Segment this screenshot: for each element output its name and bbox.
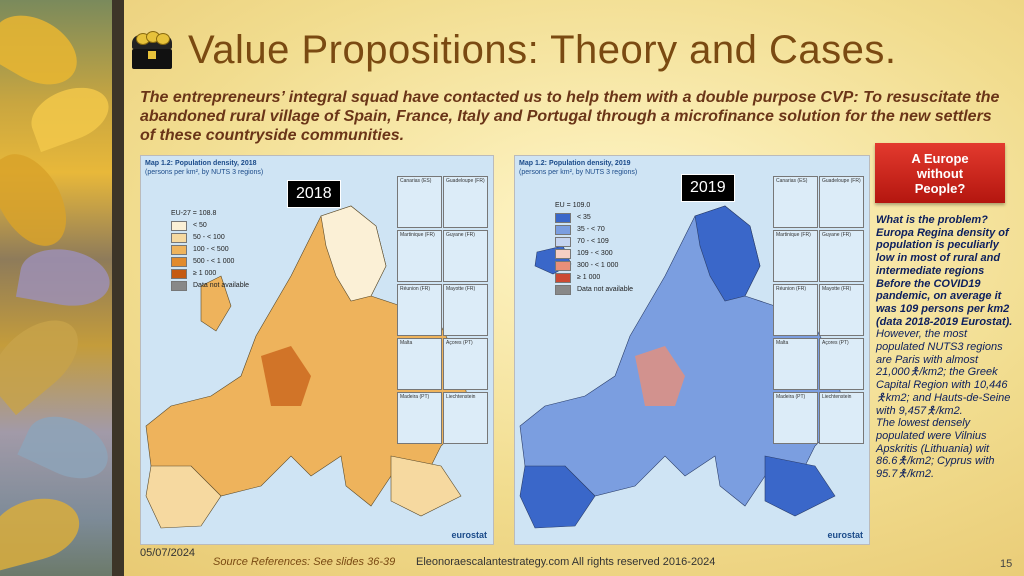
population-density-map-2019: Map 1.2: Population density, 2019 (perso…: [514, 155, 870, 545]
inset-panel: Canarias (ES): [397, 176, 442, 228]
person-icon: 🯅: [897, 468, 908, 481]
legend-item: ≥ 1 000: [555, 272, 633, 284]
inset-panel: Guadeloupe (FR): [443, 176, 488, 228]
inset-panel: Malta: [397, 338, 442, 390]
map-legend-2019: EU = 109.0 < 35 35 - < 70 70 - < 109 109…: [555, 200, 633, 296]
legend-item: EU = 109.0: [555, 202, 591, 209]
legend-item: 500 - < 1 000: [171, 256, 249, 268]
europe-map-2018: [145, 205, 472, 529]
europe-map-2019: [519, 205, 846, 529]
legend-item: 70 - < 109: [555, 236, 633, 248]
problem-bold-text: What is the problem? Europa Regina densi…: [876, 214, 1013, 328]
slide-date: 05/07/2024: [140, 547, 196, 559]
legend-item: EU-27 = 108.8: [171, 210, 217, 217]
treasure-chest-icon: [130, 30, 174, 71]
legend-item: 100 - < 500: [171, 244, 249, 256]
inset-panel: Madeira (PT): [397, 392, 442, 444]
inset-panel: Liechtenstein: [443, 392, 488, 444]
inset-panel: Guyane (FR): [443, 230, 488, 282]
map-header: Map 1.2: Population density, 2018 (perso…: [145, 160, 264, 176]
problem-description: What is the problem? Europa Regina densi…: [876, 214, 1013, 481]
inset-panel: Liechtenstein: [819, 392, 864, 444]
inset-panel: Mayotte (FR): [443, 284, 488, 336]
map-header: Map 1.2: Population density, 2019 (perso…: [519, 160, 638, 176]
person-icon: 🯅: [897, 455, 908, 468]
map-legend-2018: EU-27 = 108.8 < 50 50 - < 100 100 - < 50…: [171, 208, 249, 292]
person-icon: 🯅: [876, 391, 886, 404]
page-number: 15: [1000, 558, 1013, 570]
inset-panel: Mayotte (FR): [819, 284, 864, 336]
eurostat-logo: eurostat: [827, 530, 863, 540]
europe-without-people-box: A Europe without People?: [875, 143, 1005, 203]
title-row: Value Propositions: Theory and Cases.: [130, 28, 897, 73]
inset-panel: Açores (PT): [819, 338, 864, 390]
eurostat-logo: eurostat: [451, 530, 487, 540]
floral-decoration: [0, 0, 112, 576]
inset-panel: Malta: [773, 338, 818, 390]
year-badge-2018: 2018: [287, 180, 341, 208]
source-references: Source References: See slides 36-39: [213, 556, 396, 568]
person-icon: 🯅: [926, 404, 936, 417]
left-dark-strip: [112, 0, 124, 576]
inset-panel: Martinique (FR): [773, 230, 818, 282]
inset-panel: Guadeloupe (FR): [819, 176, 864, 228]
inset-panel: Guyane (FR): [819, 230, 864, 282]
population-density-map-2018: Map 1.2: Population density, 2018 (perso…: [140, 155, 494, 545]
legend-item: 109 - < 300: [555, 248, 633, 260]
slide-subtitle: The entrepreneurs’ integral squad have c…: [140, 89, 1000, 144]
inset-panel: Réunion (FR): [773, 284, 818, 336]
inset-panel: Açores (PT): [443, 338, 488, 390]
website-copyright: Eleonoraescalantestrategy.com All rights…: [416, 556, 716, 568]
year-badge-2019: 2019: [681, 174, 735, 202]
legend-item: 50 - < 100: [171, 232, 249, 244]
legend-item: Data not available: [555, 284, 633, 296]
legend-item: < 35: [555, 212, 633, 224]
person-icon: 🯅: [909, 366, 920, 379]
legend-item: 35 - < 70: [555, 224, 633, 236]
legend-item: 300 - < 1 000: [555, 260, 633, 272]
inset-panel: Martinique (FR): [397, 230, 442, 282]
legend-item: < 50: [171, 220, 249, 232]
legend-item: ≥ 1 000: [171, 268, 249, 280]
inset-panel: Madeira (PT): [773, 392, 818, 444]
slide-title: Value Propositions: Theory and Cases.: [188, 28, 897, 72]
inset-panel: Canarias (ES): [773, 176, 818, 228]
inset-panel: Réunion (FR): [397, 284, 442, 336]
legend-item: Data not available: [171, 280, 249, 292]
